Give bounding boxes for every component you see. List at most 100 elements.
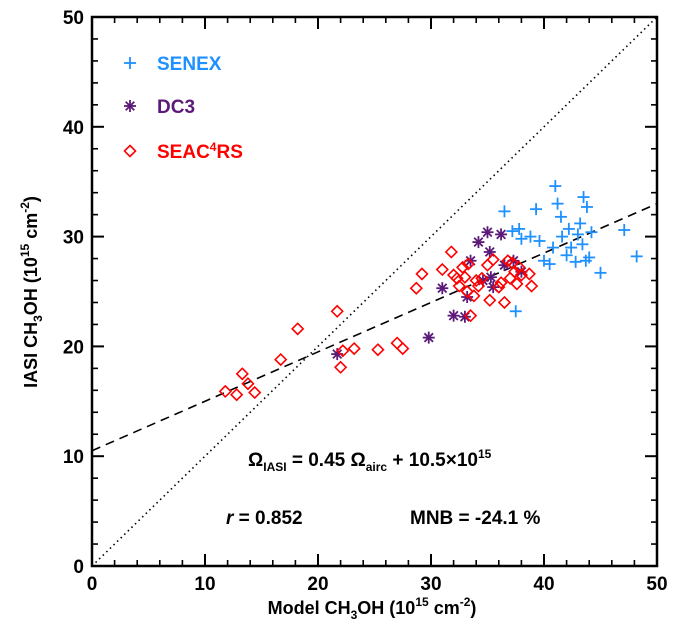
data-point — [436, 282, 449, 295]
data-point — [543, 258, 556, 271]
legend-marker-seac4rs — [123, 144, 137, 158]
data-point — [571, 228, 584, 241]
data-point — [556, 230, 569, 243]
data-point — [390, 336, 404, 350]
data-point — [241, 377, 255, 391]
data-point — [396, 341, 410, 356]
legend-marker-glyph — [124, 100, 136, 112]
x-tick-label: 30 — [420, 574, 441, 595]
y-tick-label: 20 — [63, 337, 84, 358]
data-point — [444, 245, 458, 259]
data-point — [248, 385, 262, 400]
y-tick-label: 40 — [63, 118, 84, 139]
data-point — [515, 232, 528, 245]
data-point — [524, 279, 539, 293]
one-to-one-line — [91, 16, 658, 567]
data-point — [467, 289, 481, 303]
data-point — [569, 255, 582, 268]
data-point — [565, 241, 578, 254]
data-point — [583, 251, 596, 264]
data-points — [218, 180, 643, 402]
legend-item-senex: SENEX — [124, 54, 222, 75]
legend-label-dc3: DC3 — [157, 97, 195, 118]
data-point — [530, 203, 543, 216]
data-point — [562, 222, 575, 235]
x-tick-label: 0 — [87, 574, 98, 595]
data-point — [461, 257, 475, 271]
y-axis-title: IASI CH3OH (1015 cm-2) — [18, 196, 45, 388]
data-point — [336, 344, 350, 358]
y-tick-label: 10 — [63, 447, 84, 468]
data-point — [507, 265, 522, 279]
data-point — [494, 276, 508, 290]
data-point — [497, 295, 512, 310]
data-point — [538, 254, 550, 267]
data-point — [547, 241, 560, 254]
data-point — [330, 304, 344, 318]
data-point — [469, 273, 483, 288]
regression-equation: ΩIASI = 0.45 Ωairc + 10.5×1015 — [248, 447, 492, 474]
x-axis-title: Model CH3OH (1015 cm-2) — [268, 595, 477, 622]
data-point — [481, 226, 494, 239]
data-point — [218, 384, 232, 399]
data-point — [347, 341, 361, 356]
data-point — [560, 249, 573, 262]
data-point — [510, 277, 524, 291]
legend-marker-dc3 — [124, 100, 136, 112]
data-point — [486, 253, 500, 267]
data-point — [585, 226, 598, 239]
legend-marker-senex — [124, 57, 136, 69]
legend-item-seac4rs: SEAC4RS — [123, 140, 243, 163]
series-seac4rs — [218, 245, 539, 402]
data-point — [235, 367, 249, 381]
x-tick-label: 10 — [194, 574, 215, 595]
legend-label-seac4rs: SEAC4RS — [157, 140, 243, 163]
data-point — [333, 360, 348, 374]
data-point — [456, 260, 470, 274]
x-tick-label: 40 — [533, 574, 554, 595]
data-point — [483, 245, 496, 258]
data-point — [492, 280, 506, 294]
mnb-label: MNB = -24.1 % — [410, 508, 541, 529]
reference-lines — [91, 16, 658, 567]
data-point — [435, 262, 449, 277]
data-point — [463, 309, 478, 323]
data-point — [618, 224, 631, 237]
legend-item-dc3: DC3 — [124, 97, 195, 118]
data-point — [452, 279, 466, 293]
plot-frame — [90, 15, 659, 568]
series-dc3 — [331, 226, 528, 361]
data-point — [409, 281, 423, 295]
data-point — [291, 322, 305, 336]
data-point — [506, 225, 519, 238]
x-tick-label: 20 — [307, 574, 328, 595]
data-point — [415, 267, 429, 281]
data-point — [495, 228, 508, 241]
data-point — [422, 331, 435, 344]
y-tick-label: 50 — [63, 8, 84, 29]
data-point — [594, 266, 607, 279]
data-point — [475, 271, 489, 285]
data-point — [630, 250, 643, 263]
data-point — [533, 234, 546, 247]
axis-ticks: 0 10 20 30 40 50 0 10 20 30 40 50 — [63, 8, 668, 595]
data-point — [498, 205, 511, 218]
y-tick-label: 30 — [63, 228, 84, 249]
data-point — [274, 352, 288, 367]
data-point — [230, 388, 244, 402]
data-point — [480, 258, 495, 272]
data-point — [458, 270, 472, 284]
y-tick-label: 0 — [73, 557, 84, 578]
data-point — [524, 230, 537, 243]
legend: SENEX DC3 SEAC4RS — [123, 54, 243, 163]
data-point — [554, 210, 567, 223]
data-point — [522, 267, 536, 281]
legend-marker-glyph — [124, 57, 136, 69]
data-point — [331, 348, 344, 361]
data-point — [574, 217, 587, 230]
x-tick-label: 50 — [646, 574, 667, 595]
data-point — [549, 180, 562, 193]
data-point — [446, 268, 461, 282]
legend-label-senex: SENEX — [157, 54, 222, 75]
data-point — [576, 238, 589, 251]
